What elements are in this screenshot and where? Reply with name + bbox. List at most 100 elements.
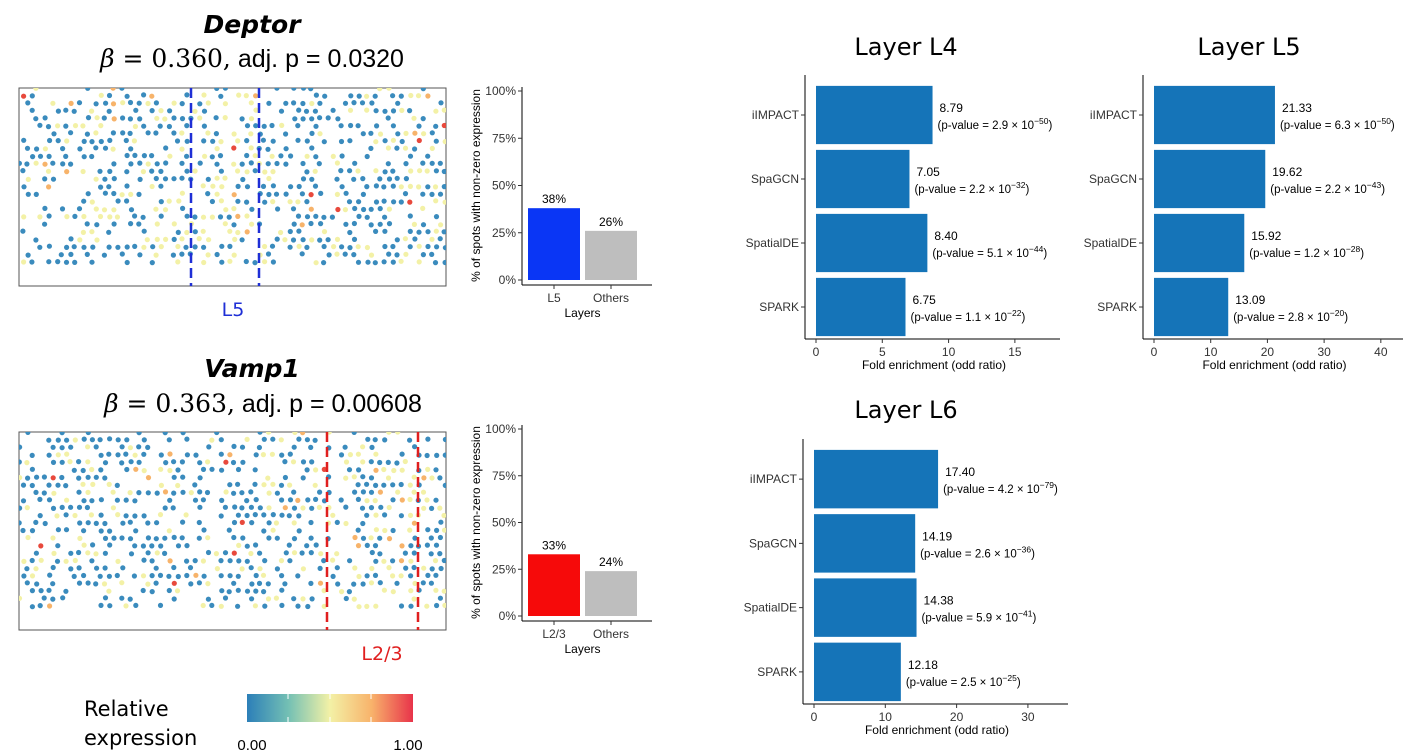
expression-spot	[170, 505, 176, 511]
expression-spot	[42, 176, 48, 182]
expression-spot	[205, 100, 211, 106]
expression-spot	[33, 88, 39, 91]
expression-spot	[25, 252, 31, 258]
expression-spot	[287, 482, 293, 488]
expression-spot	[347, 229, 353, 236]
expression-spot	[390, 168, 396, 174]
expression-spot	[269, 451, 275, 457]
p-value-label: (p-value = 4.2 × 10−79)	[943, 480, 1058, 496]
bar-value-label: 6.75	[912, 293, 936, 307]
expression-spot	[312, 168, 318, 174]
expression-spot	[202, 153, 208, 159]
expression-spot	[19, 595, 23, 601]
p-value-exponent: −44	[1029, 244, 1044, 254]
expression-spot	[132, 498, 138, 504]
expression-spot	[55, 452, 61, 458]
expression-spot	[261, 589, 267, 595]
expression-spot	[20, 498, 27, 504]
expression-spot	[420, 205, 426, 211]
p-value-label: (p-value = 5.1 × 10−44)	[932, 244, 1047, 260]
expression-spot	[231, 550, 237, 556]
expression-spot	[260, 452, 266, 458]
expression-spot	[171, 115, 177, 121]
expression-spot	[372, 498, 378, 504]
expression-spot	[291, 505, 298, 511]
expression-spot	[55, 108, 62, 114]
expression-spot	[158, 244, 164, 250]
expression-spot	[171, 564, 177, 571]
expression-spot	[248, 504, 254, 510]
expression-spot	[304, 153, 310, 159]
expression-spot	[360, 191, 366, 197]
expression-spot	[299, 251, 305, 257]
expression-spot	[296, 183, 302, 190]
expression-spot	[227, 243, 233, 249]
expression-spot	[437, 191, 444, 197]
expression-spot	[84, 131, 90, 137]
expression-spot	[253, 497, 259, 503]
p-value-label: (p-value = 2.2 × 10−32)	[914, 180, 1029, 196]
expression-spot	[424, 542, 430, 548]
expression-spot	[106, 229, 112, 235]
expression-spot	[438, 565, 444, 572]
expression-spot	[196, 535, 202, 541]
expression-spot	[262, 603, 268, 609]
expression-spot	[318, 221, 324, 227]
expression-spot	[425, 572, 431, 579]
expression-spot	[68, 236, 74, 242]
expression-spot	[274, 160, 280, 167]
expression-spot	[184, 572, 190, 579]
expression-spot	[300, 459, 307, 465]
expression-spot	[411, 489, 417, 495]
expression-spot	[81, 198, 87, 204]
expression-spot	[348, 93, 354, 99]
expression-spot	[124, 183, 130, 189]
expression-spot	[377, 206, 383, 212]
expression-spot	[282, 237, 288, 243]
expression-spot	[275, 206, 281, 212]
expression-spot	[197, 460, 203, 466]
expression-spot	[244, 543, 250, 549]
expression-spot	[283, 131, 289, 137]
expression-spot	[33, 160, 39, 166]
expression-spot	[145, 444, 151, 450]
gene-title: Deptor	[203, 10, 302, 39]
expression-spot	[115, 198, 121, 204]
beta-symbol: β	[99, 44, 114, 73]
expression-spot	[249, 520, 255, 526]
expression-spot	[368, 505, 375, 511]
x-tick-label: 40	[1374, 345, 1388, 359]
expression-spot	[107, 214, 113, 220]
expression-spot	[313, 496, 319, 502]
expression-spot	[93, 520, 99, 527]
expression-spot	[102, 475, 108, 481]
expression-spot	[364, 153, 370, 160]
p-value-label: (p-value = 1.2 × 10−28)	[1249, 244, 1364, 260]
expression-spot	[124, 244, 130, 250]
expression-spot	[429, 130, 435, 136]
expression-spot	[33, 550, 40, 556]
expression-spot	[368, 222, 374, 228]
expression-spot	[141, 123, 147, 129]
expression-spot	[260, 183, 267, 189]
expression-spot	[368, 459, 374, 465]
expression-spot	[111, 190, 117, 197]
expression-spot	[240, 459, 246, 465]
expression-spot	[412, 236, 418, 242]
expression-spot	[200, 497, 206, 503]
expression-spot	[163, 145, 169, 151]
enrichment-bar	[814, 514, 916, 573]
expression-spot	[93, 176, 99, 182]
p-value-label: (p-value = 2.6 × 10−36)	[920, 544, 1035, 560]
expression-spot	[222, 88, 228, 91]
expression-spot	[274, 535, 280, 541]
bar	[585, 571, 637, 616]
expression-spot	[149, 93, 155, 99]
expression-spot	[235, 466, 242, 473]
expression-spot	[352, 489, 358, 495]
expression-spot	[377, 551, 383, 557]
expression-spot	[226, 527, 232, 533]
expression-spot	[412, 146, 418, 152]
expression-spot	[128, 191, 134, 197]
expression-spot	[54, 513, 60, 519]
